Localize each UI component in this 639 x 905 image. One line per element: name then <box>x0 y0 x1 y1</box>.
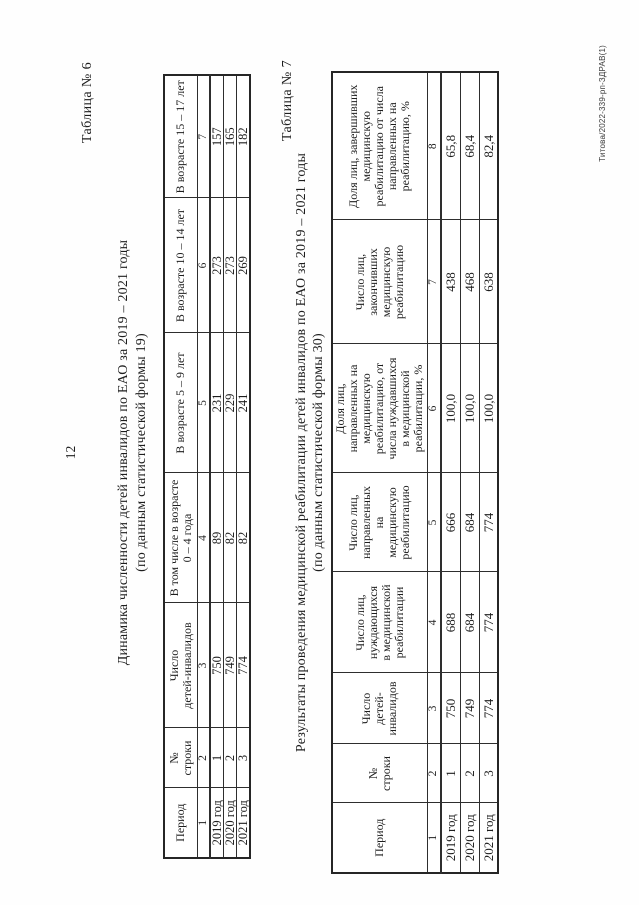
table6-title: Динамика численности детей инвалидов по … <box>116 239 131 666</box>
table7-cell: 68,4 <box>460 72 479 220</box>
table7-cell: 2 <box>460 744 479 803</box>
table7-cell: 100,0 <box>460 344 479 473</box>
table6-column-number: 7 <box>197 75 210 198</box>
table7-cell: 2021 год <box>479 803 498 873</box>
table6-caption: Таблица № 6 <box>80 62 95 144</box>
table7-cell: 774 <box>479 673 498 744</box>
table6-column-header: В возрасте 5 – 9 лет <box>164 333 197 473</box>
table6-column-header: Число детей-инвалидов <box>164 603 197 728</box>
table6-cell: 750 <box>209 603 223 728</box>
table6-cell: 2020 год <box>223 788 236 858</box>
table6-subtitle: (по данным статистической формы 19) <box>134 333 149 572</box>
table6-column-number: 4 <box>197 473 210 603</box>
table7-cell: 100,0 <box>479 344 498 473</box>
table6-cell: 3 <box>236 728 250 788</box>
table6-cell: 157 <box>209 75 223 198</box>
table6-cell: 749 <box>223 603 236 728</box>
table7-column-number: 1 <box>427 803 441 873</box>
table6-body: 2019 год 1 750 89 231 273 157 2020 год 2 749 82 229… <box>209 75 250 858</box>
table6-cell: 2 <box>223 728 236 788</box>
table7-cell: 2019 год <box>441 803 460 873</box>
table6-cell: 82 <box>236 473 250 603</box>
table6-cell: 229 <box>223 333 236 473</box>
table6-column-header: В возрасте 15 – 17 лет <box>164 75 197 198</box>
table7-column-header: Число лиц, закончивших медицинскую реаби… <box>332 220 427 344</box>
table7-row: 2020 год 2 749 684 684 100,0 468 68,4 <box>460 72 479 873</box>
table6-cell: 2021 год <box>236 788 250 858</box>
table7-column-number: 6 <box>427 344 441 473</box>
table6-cell: 273 <box>223 198 236 333</box>
table6-cell: 165 <box>223 75 236 198</box>
table7-column-number: 4 <box>427 572 441 673</box>
table6-row: 2020 год 2 749 82 229 273 165 <box>223 75 236 858</box>
table7-cell: 2020 год <box>460 803 479 873</box>
table6-cell: 182 <box>236 75 250 198</box>
table6-cell: 89 <box>209 473 223 603</box>
table6-cell: 1 <box>209 728 223 788</box>
table6-column-number: 3 <box>197 603 210 728</box>
table7-column-header: Число детей- инвалидов <box>332 673 427 744</box>
table6-cell: 273 <box>209 198 223 333</box>
table7-column-number: 5 <box>427 473 441 572</box>
table6-cell: 774 <box>236 603 250 728</box>
table7-row: 2019 год 1 750 688 666 100,0 438 65,8 <box>441 72 460 873</box>
table7-cell: 82,4 <box>479 72 498 220</box>
table7-cell: 774 <box>479 572 498 673</box>
table6-column-header: Период <box>164 788 197 858</box>
table6-column-header: В возрасте 10 – 14 лет <box>164 198 197 333</box>
table6-cell: 2019 год <box>209 788 223 858</box>
table7-cell: 774 <box>479 473 498 572</box>
table7-cell: 1 <box>441 744 460 803</box>
table7-column-header: Число лиц, нуждающихся в медицинской реа… <box>332 572 427 673</box>
table7-cell: 638 <box>479 220 498 344</box>
table6-cell: 231 <box>209 333 223 473</box>
table6-column-header: В том числе в возрасте 0 – 4 года <box>164 473 197 603</box>
table6-header-row: Период № строки Число детей-инвалидов В том… <box>164 75 197 858</box>
table7-cell: 438 <box>441 220 460 344</box>
table7-cell: 688 <box>441 572 460 673</box>
table7-column-header: Период <box>332 803 427 873</box>
table7-body: 2019 год 1 750 688 666 100,0 438 65,8 2020 год 2 7… <box>441 72 498 873</box>
table7-column-number: 7 <box>427 220 441 344</box>
table7-cell: 750 <box>441 673 460 744</box>
table7-cell: 684 <box>460 572 479 673</box>
table7-header-row: Период № строки Число детей- инвалидов Числ… <box>332 72 427 873</box>
table7-row: 2021 год 3 774 774 774 100,0 638 82,4 <box>479 72 498 873</box>
table7-subtitle: (по данным статистической формы 30) <box>311 333 326 572</box>
table7-cell: 65,8 <box>441 72 460 220</box>
table6-cell: 241 <box>236 333 250 473</box>
table6-column-number: 5 <box>197 333 210 473</box>
table7-cell: 684 <box>460 473 479 572</box>
table7-cell: 666 <box>441 473 460 572</box>
table7-cell: 749 <box>460 673 479 744</box>
table6-column-number: 1 <box>197 788 210 858</box>
table7-column-header: Доля лиц, направленных на медицинскую ре… <box>332 344 427 473</box>
table7-title: Результаты проведения медицинской реабил… <box>294 152 309 753</box>
table7-cell: 3 <box>479 744 498 803</box>
page-number: 12 <box>63 445 78 460</box>
table7-column-header: № строки <box>332 744 427 803</box>
document-stamp: Титова/2022-339-рп-ЗДРАВ(1) <box>598 45 607 162</box>
table7-column-header: Число лиц, направленных на медицинскую р… <box>332 473 427 572</box>
table7-column-header: Доля лиц, завершивших медицинскую реабил… <box>332 72 427 220</box>
table6-column-header: № строки <box>164 728 197 788</box>
table6-cell: 82 <box>223 473 236 603</box>
table6: Период № строки Число детей-инвалидов В том… <box>163 74 251 859</box>
table7-column-number: 2 <box>427 744 441 803</box>
table7: Период № строки Число детей- инвалидов Числ… <box>331 71 499 874</box>
table6-row: 2021 год 3 774 82 241 269 182 <box>236 75 250 858</box>
table6-column-number: 6 <box>197 198 210 333</box>
table6-cell: 269 <box>236 198 250 333</box>
table7-column-number: 3 <box>427 673 441 744</box>
table7-column-number: 8 <box>427 72 441 220</box>
table6-row: 2019 год 1 750 89 231 273 157 <box>209 75 223 858</box>
table7-cell: 100,0 <box>441 344 460 473</box>
table6-column-number: 2 <box>197 728 210 788</box>
table7-cell: 468 <box>460 220 479 344</box>
